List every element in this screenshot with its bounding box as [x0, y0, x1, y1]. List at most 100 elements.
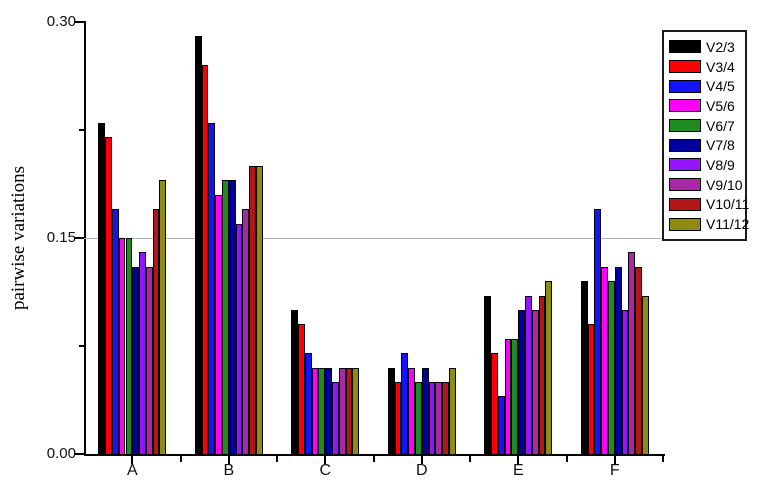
- y-minor-tick-1: [79, 129, 84, 131]
- bar-V2-3-B: [194, 36, 202, 454]
- bar-V3-4-E: [491, 353, 498, 454]
- bar-V2-3-A: [98, 122, 106, 454]
- bar-V7-8-A: [132, 266, 140, 454]
- legend-item-V2-3: V2/3: [669, 37, 745, 57]
- bar-V3-4-D: [394, 382, 402, 454]
- bar-V7-8-F: [614, 266, 622, 454]
- x-minor-tick-6: [662, 456, 664, 462]
- legend-label: V10/11: [706, 196, 750, 213]
- bar-V10-11-C: [345, 367, 353, 454]
- legend-item-V6-7: V6/7: [669, 116, 745, 136]
- legend-item-V4-5: V4/5: [669, 76, 745, 96]
- bar-V5-6-D: [408, 367, 415, 454]
- legend-swatch-V7-8: [669, 138, 701, 152]
- bar-V2-3-C: [291, 310, 299, 454]
- legend-swatch-V6-7: [669, 119, 701, 133]
- x-category-label-B: B: [223, 462, 235, 479]
- x-major-tick-F: [613, 456, 616, 464]
- y-major-tick-0.30: [75, 21, 84, 23]
- bar-V9-10-F: [628, 252, 636, 454]
- x-category-label-E: E: [512, 462, 524, 479]
- x-minor-tick-4: [469, 456, 471, 462]
- legend-item-V9-10: V9/10: [669, 175, 745, 195]
- reference-gridline: [84, 237, 663, 239]
- bar-V10-11-B: [249, 166, 256, 454]
- bar-V8-9-D: [428, 382, 436, 454]
- legend-item-V5-6: V5/6: [669, 96, 745, 116]
- bar-V8-9-F: [621, 310, 629, 454]
- bar-V3-4-F: [587, 324, 595, 454]
- legend-swatch-V8-9: [669, 158, 701, 172]
- legend-item-V7-8: V7/8: [669, 135, 745, 155]
- legend-label: V5/6: [706, 97, 735, 114]
- bar-V3-4-A: [105, 137, 112, 454]
- bar-V9-10-E: [531, 310, 539, 454]
- bar-V7-8-D: [421, 367, 429, 454]
- bar-V9-10-C: [338, 367, 346, 454]
- y-tick-label: 0.15: [46, 229, 76, 246]
- bar-V7-8-E: [518, 310, 526, 454]
- legend-swatch-V11-12: [669, 217, 701, 231]
- bar-V11-12-B: [255, 166, 263, 454]
- x-category-label-A: A: [126, 462, 138, 479]
- bar-V3-4-C: [298, 324, 305, 454]
- bar-V4-5-E: [497, 396, 505, 454]
- legend-item-V10-11: V10/11: [669, 195, 749, 215]
- bar-V5-6-B: [215, 194, 222, 454]
- bar-V4-5-A: [111, 209, 119, 454]
- y-major-tick-0.15: [75, 237, 84, 239]
- bar-V6-7-E: [511, 338, 519, 454]
- legend: V2/3 V3/4 V4/5 V5/6 V6/7 V7/8 V8/9 V9/10 V10/11 V…: [662, 30, 749, 241]
- x-major-tick-C: [324, 456, 327, 464]
- bar-V11-12-E: [545, 281, 553, 454]
- bar-V6-7-A: [125, 238, 133, 454]
- bar-V2-3-E: [484, 295, 492, 454]
- x-category-label-C: C: [319, 462, 332, 479]
- legend-label: V4/5: [706, 78, 735, 95]
- legend-label: V8/9: [706, 156, 735, 173]
- legend-item-V3-4: V3/4: [669, 57, 745, 77]
- y-axis-line: [84, 21, 86, 456]
- bar-V6-7-C: [318, 367, 326, 454]
- legend-item-V11-12: V11/12: [669, 214, 749, 234]
- bar-V2-3-F: [580, 281, 588, 454]
- legend-label: V7/8: [706, 137, 735, 154]
- y-major-tick-0.00: [75, 453, 84, 455]
- plot-area: [84, 22, 663, 454]
- x-major-tick-A: [131, 456, 134, 464]
- bar-V9-10-B: [242, 209, 250, 454]
- y-tick-label: 0.30: [46, 13, 76, 30]
- x-category-label-D: D: [416, 462, 428, 479]
- legend-label: V6/7: [706, 117, 735, 134]
- bar-V11-12-F: [642, 295, 649, 454]
- bar-V5-6-F: [601, 266, 608, 454]
- bar-V6-7-F: [608, 281, 615, 454]
- legend-label: V2/3: [706, 38, 735, 55]
- x-minor-tick-3: [372, 456, 375, 462]
- x-category-label-F: F: [609, 462, 620, 479]
- x-major-tick-E: [517, 456, 520, 464]
- bar-V5-6-C: [311, 367, 319, 454]
- legend-swatch-V2-3: [669, 40, 701, 54]
- x-minor-tick-2: [276, 456, 278, 462]
- bar-V4-5-F: [594, 209, 602, 454]
- x-axis-line: [84, 454, 665, 456]
- bar-V9-10-A: [145, 266, 153, 454]
- legend-item-V8-9: V8/9: [669, 155, 745, 175]
- legend-swatch-V5-6: [669, 99, 701, 113]
- bar-V10-11-A: [152, 209, 160, 454]
- legend-label: V9/10: [706, 176, 743, 193]
- legend-swatch-V4-5: [669, 79, 701, 93]
- bar-V7-8-B: [228, 180, 236, 454]
- legend-swatch-V9-10: [669, 178, 701, 192]
- bar-V5-6-E: [504, 338, 512, 454]
- bar-V4-5-B: [208, 122, 216, 454]
- x-major-tick-B: [227, 456, 230, 464]
- bar-V2-3-D: [387, 367, 395, 454]
- bar-V10-11-F: [635, 266, 642, 454]
- y-minor-tick-0: [79, 345, 84, 347]
- bar-V5-6-A: [118, 238, 126, 454]
- bar-V4-5-D: [401, 353, 409, 454]
- bar-V11-12-A: [159, 180, 167, 454]
